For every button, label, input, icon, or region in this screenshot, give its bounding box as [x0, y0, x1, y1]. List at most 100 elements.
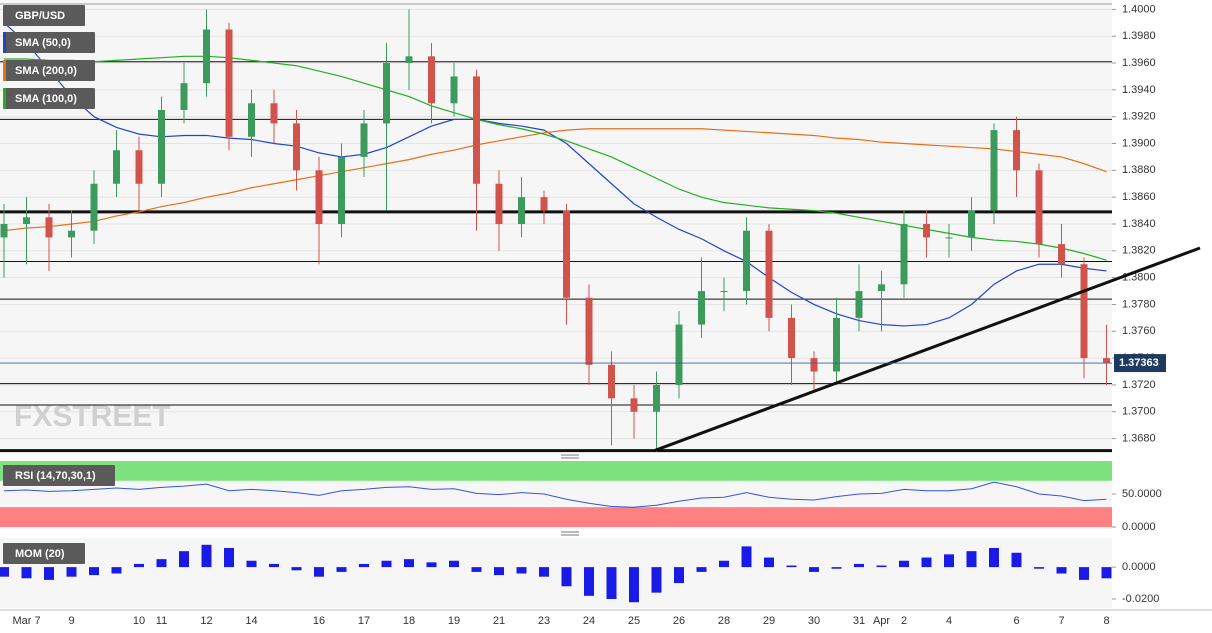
- y-tick-label: 1.3920: [1122, 111, 1156, 123]
- y-tick-label: 1.3700: [1122, 406, 1156, 418]
- mom-bar: [696, 567, 707, 572]
- label-box: [3, 543, 85, 564]
- y-tick-label: 1.3780: [1122, 298, 1156, 310]
- rsi-line: [3, 481, 1107, 508]
- rsi-band: [0, 507, 1112, 527]
- label-box: [3, 32, 95, 53]
- candle-body: [1013, 130, 1020, 171]
- candle-body: [158, 109, 165, 184]
- mom-bar: [111, 567, 122, 574]
- candle-body: [1058, 244, 1065, 265]
- mom-bar: [471, 567, 482, 572]
- x-tick-label: 29: [763, 615, 775, 627]
- sma-line: [3, 22, 1107, 327]
- mom-bar: [516, 567, 527, 574]
- candle-body: [495, 183, 503, 224]
- mom-bar: [426, 562, 437, 568]
- candle-body: [540, 197, 548, 211]
- candle-body: [315, 170, 323, 224]
- y-tick-label: 1.3980: [1122, 30, 1156, 42]
- mom-bar: [269, 563, 279, 568]
- y-tick-label: 1.3720: [1122, 379, 1156, 391]
- candle-body: [563, 210, 570, 298]
- mom-bar: [786, 565, 797, 568]
- x-tick-label: 2: [901, 615, 907, 627]
- panel-label: SMA (100,0): [15, 93, 77, 105]
- mom-bar: [494, 567, 504, 576]
- x-tick-label: 30: [808, 615, 820, 627]
- candle-body: [743, 230, 750, 292]
- candle-body: [630, 398, 638, 412]
- x-tick-label: 12: [200, 615, 212, 627]
- x-tick-label: 26: [673, 615, 685, 627]
- mom-bar: [1079, 567, 1089, 580]
- candle-body: [90, 183, 98, 231]
- x-tick-label: 28: [718, 615, 730, 627]
- panel-label: RSI (14,70,30,1): [15, 470, 96, 482]
- mom-bar: [921, 557, 932, 568]
- y-tick-label: 1.4000: [1122, 3, 1156, 15]
- x-tick-label: 18: [403, 615, 415, 627]
- candle-body: [225, 29, 233, 137]
- mom-bar: [629, 567, 639, 603]
- y-tick-label: 1.3760: [1122, 325, 1156, 337]
- mom-bar: [21, 567, 32, 579]
- rsi-band: [0, 461, 1112, 481]
- mom-bar: [764, 557, 774, 568]
- mom-bar: [809, 567, 819, 572]
- candle-body: [833, 317, 840, 372]
- candle-body: [675, 324, 683, 385]
- y-tick-label: 1.3940: [1122, 84, 1156, 96]
- candle-body: [810, 358, 818, 372]
- mom-bar: [404, 559, 414, 568]
- candle-body: [135, 150, 143, 184]
- panel-label: SMA (200,0): [15, 65, 77, 77]
- panel-handles: [561, 454, 579, 536]
- x-tick-label: 21: [493, 615, 505, 627]
- mom-bar: [0, 567, 9, 577]
- mom-bar: [606, 567, 617, 600]
- x-tick-label: 6: [1013, 615, 1019, 627]
- label-box: [3, 465, 115, 486]
- y-tick-label: 1.3900: [1122, 137, 1156, 149]
- candle-body: [945, 237, 953, 239]
- x-tick-label: 10: [133, 615, 145, 627]
- last-price-label: 1.37363: [1119, 357, 1159, 369]
- candle-body: [608, 364, 615, 399]
- candle-body: [878, 284, 885, 292]
- candle-body: [270, 103, 278, 124]
- mom-bar: [179, 551, 189, 568]
- mom-bar: [44, 567, 54, 580]
- y-tick-label: -0.0200: [1122, 593, 1159, 605]
- mom-bar: [246, 560, 257, 568]
- label-stripe: [3, 32, 6, 53]
- mom-bar: [539, 567, 549, 577]
- candle-body: [248, 103, 255, 137]
- x-tick-label: 25: [628, 615, 640, 627]
- mom-bar: [1011, 552, 1022, 568]
- x-tick-label: 4: [946, 615, 952, 627]
- candle-body: [968, 210, 975, 238]
- y-tick-label: 0.0000: [1122, 561, 1156, 573]
- mom-bar: [989, 547, 999, 568]
- mom-bar: [1101, 567, 1112, 579]
- x-tick-label: 16: [313, 615, 325, 627]
- y-tick-label: 0.0000: [1122, 521, 1156, 533]
- sma-line: [4, 55, 1107, 261]
- mom-bar: [674, 567, 684, 584]
- mom-bar: [156, 559, 167, 568]
- candle-body: [45, 217, 53, 238]
- x-tick-label: 7: [1058, 615, 1064, 627]
- candle-body: [68, 230, 75, 238]
- y-tick-label: 1.3840: [1122, 218, 1156, 230]
- x-tick-label: Mar 7: [12, 615, 40, 627]
- mom-bar: [291, 567, 302, 571]
- trendline: [653, 246, 1201, 453]
- candle-body: [990, 130, 998, 211]
- candle-body: [180, 83, 188, 110]
- candle-body: [405, 56, 413, 64]
- x-tick-label: 8: [1103, 615, 1109, 627]
- y-tick-label: 1.3960: [1122, 57, 1156, 69]
